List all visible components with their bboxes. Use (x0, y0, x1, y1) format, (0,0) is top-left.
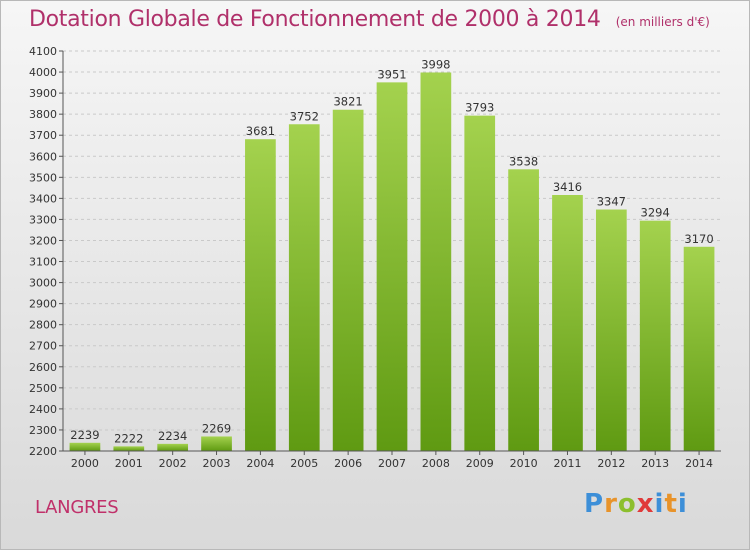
logo-letter: i (654, 489, 665, 519)
data-label-2002: 2234 (158, 429, 187, 443)
bar-2008[interactable] (420, 72, 452, 451)
y-tick-label: 3700 (29, 129, 57, 142)
y-tick-label: 2900 (29, 298, 57, 311)
logo-letter: t (664, 489, 678, 519)
y-tick-label: 3600 (29, 150, 57, 163)
y-tick-label: 3800 (29, 108, 57, 121)
bar-2013[interactable] (639, 220, 671, 451)
bar-2012[interactable] (595, 209, 627, 451)
logo-letter: x (636, 489, 655, 519)
title-row: Dotation Globale de Fonctionnement de 20… (29, 7, 710, 32)
data-label-2014: 3170 (684, 232, 713, 246)
x-tick-label: 2002 (159, 457, 187, 470)
bar-2000[interactable] (69, 442, 101, 451)
x-tick-label: 2006 (334, 457, 362, 470)
data-label-2009: 3793 (465, 101, 494, 115)
bar-2004[interactable] (245, 139, 276, 452)
data-label-2000: 2239 (70, 428, 99, 442)
y-tick-label: 4100 (29, 45, 57, 58)
y-tick-label: 3000 (29, 277, 57, 290)
x-tick-label: 2012 (597, 457, 625, 470)
y-tick-label: 3500 (29, 171, 57, 184)
data-label-2001: 2222 (114, 431, 143, 445)
proxiti-logo[interactable]: Proxiti (584, 489, 688, 519)
bar-2010[interactable] (508, 169, 539, 451)
bar-2007[interactable] (376, 82, 408, 452)
y-tick-label: 2700 (29, 340, 57, 353)
y-tick-label: 3400 (29, 192, 57, 205)
chart-title: Dotation Globale de Fonctionnement de 20… (29, 7, 601, 32)
logo-letter: P (584, 489, 605, 519)
y-tick-label: 4000 (29, 66, 57, 79)
x-tick-label: 2007 (378, 457, 406, 470)
data-label-2011: 3416 (553, 180, 582, 194)
bar-2009[interactable] (464, 115, 496, 451)
y-tick-label: 2500 (29, 382, 57, 395)
data-label-2003: 2269 (202, 421, 231, 435)
bar-2014[interactable] (683, 246, 715, 451)
x-axis-ticks: 2000 2001 2002 2003 2004 2005 2006 2007 2008 2009… (71, 451, 713, 470)
data-labels: 2239 2222 2234 2269 3681 3752 3821 3951 3998 3793… (70, 57, 713, 445)
x-tick-label: 2001 (115, 457, 143, 470)
x-tick-label: 2000 (71, 457, 99, 470)
data-label-2004: 3681 (246, 124, 275, 138)
y-axis-ticks: 2200 2300 2400 2500 2600 2700 2800 2900 3000 3100… (29, 45, 63, 458)
y-tick-label: 3100 (29, 256, 57, 269)
data-label-2007: 3951 (377, 67, 406, 81)
y-tick-label: 2400 (29, 403, 57, 416)
bars (69, 72, 715, 452)
data-label-2005: 3752 (290, 109, 319, 123)
bar-2005[interactable] (288, 124, 320, 452)
data-label-2013: 3294 (641, 206, 670, 220)
data-label-2012: 3347 (597, 195, 626, 209)
x-tick-label: 2014 (685, 457, 713, 470)
y-tick-label: 2300 (29, 424, 57, 437)
bar-2001[interactable] (113, 446, 145, 451)
logo-letter: r (604, 489, 618, 519)
x-tick-label: 2013 (641, 457, 669, 470)
data-label-2010: 3538 (509, 154, 538, 168)
bar-2002[interactable] (157, 443, 189, 451)
chart-subtitle: (en milliers d'€) (615, 15, 710, 29)
logo-letter: o (617, 489, 637, 519)
data-label-2008: 3998 (421, 57, 450, 71)
y-tick-label: 3300 (29, 213, 57, 226)
city-name: LANGRES (35, 497, 119, 518)
bar-2006[interactable] (332, 109, 364, 451)
x-tick-label: 2003 (203, 457, 231, 470)
bar-2003[interactable] (201, 436, 232, 451)
x-tick-label: 2008 (422, 457, 450, 470)
y-tick-label: 2800 (29, 319, 57, 332)
bar-2011[interactable] (552, 195, 583, 451)
x-tick-label: 2005 (290, 457, 318, 470)
y-tick-label: 2200 (29, 445, 57, 458)
x-tick-label: 2009 (466, 457, 494, 470)
y-tick-label: 3200 (29, 234, 57, 247)
data-label-2006: 3821 (333, 95, 362, 109)
y-tick-label: 2600 (29, 361, 57, 374)
x-tick-label: 2004 (246, 457, 274, 470)
x-tick-label: 2011 (553, 457, 581, 470)
x-tick-label: 2010 (510, 457, 538, 470)
logo-letter: i (677, 489, 688, 519)
y-tick-label: 3900 (29, 87, 57, 100)
